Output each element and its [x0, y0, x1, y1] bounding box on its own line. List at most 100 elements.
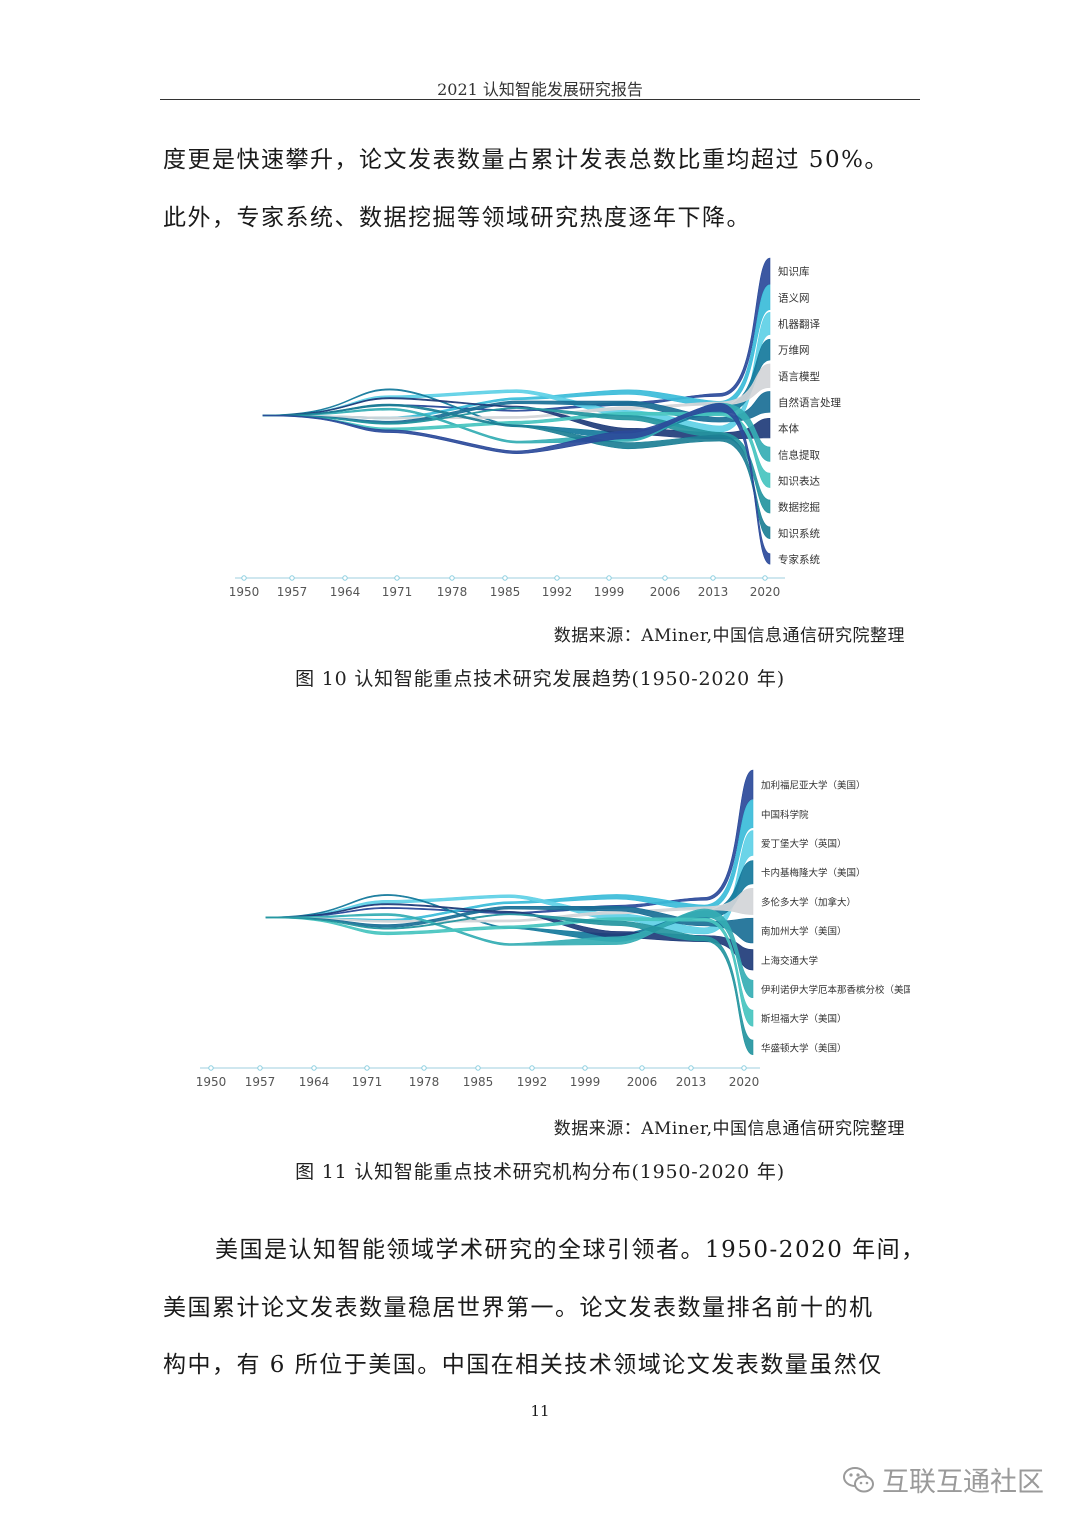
page-number: 11 — [530, 1402, 550, 1420]
x-tick-label: 1971 — [382, 585, 413, 599]
series-label: 语言模型 — [778, 370, 820, 383]
series-label: 多伦多大学（加拿大） — [761, 896, 856, 908]
paragraph-line: 构中，有 6 所位于美国。中国在相关技术领域论文发表数量虽然仅 — [163, 1352, 883, 1378]
series-label: 华盛顿大学（美国） — [761, 1042, 847, 1054]
stream-band — [265, 916, 754, 1027]
wechat-icon — [843, 1466, 874, 1492]
x-tick-label: 1950 — [229, 585, 260, 599]
series-label: 本体 — [778, 422, 799, 435]
x-tick-label: 1992 — [517, 1075, 548, 1089]
x-tick-label: 1985 — [463, 1075, 494, 1089]
watermark-text: 互联互通社区 — [882, 1467, 1044, 1498]
axis-tick-dot — [662, 575, 668, 581]
axis-tick-dot — [449, 575, 455, 581]
axis-tick-dot — [582, 1065, 588, 1071]
x-tick-label: 2006 — [650, 585, 681, 599]
series-label: 万维网 — [778, 344, 810, 357]
stream-band — [262, 403, 771, 565]
stream-group — [265, 769, 754, 1056]
series-label: 知识表达 — [778, 474, 820, 487]
stream-band — [265, 830, 754, 935]
series-label: 知识系统 — [778, 527, 820, 540]
x-tick-label: 2020 — [729, 1075, 760, 1089]
axis-tick-dot — [606, 575, 612, 581]
series-label: 机器翻译 — [778, 317, 820, 330]
axis-tick-dot — [394, 575, 400, 581]
x-tick-label: 1999 — [570, 1075, 601, 1089]
x-tick-label: 1992 — [542, 585, 573, 599]
figure-source: 数据来源：AMiner,中国信息通信研究院整理 — [553, 626, 905, 646]
series-label: 卡内基梅隆大学（美国） — [761, 867, 866, 879]
paragraph-line: 此外，专家系统、数据挖掘等领域研究热度逐年下降。 — [163, 205, 751, 231]
axis-tick-dot — [289, 575, 295, 581]
paragraph-line: 度更是快速攀升，论文发表数量占累计发表总数比重均超过 50%。 — [163, 147, 889, 173]
stream-band — [265, 903, 754, 971]
stream-band — [265, 860, 754, 942]
x-tick-label: 1964 — [299, 1075, 330, 1089]
x-tick-label: 1999 — [594, 585, 625, 599]
series-label: 加利福尼亚大学（美国） — [761, 780, 866, 792]
x-tick-label: 1978 — [437, 585, 468, 599]
stream-band — [262, 411, 771, 488]
axis-tick-dot — [257, 1065, 263, 1071]
stream-band — [262, 397, 771, 440]
series-label: 伊利诺伊大学厄本那香槟分校（美国） — [761, 984, 910, 996]
axis-tick-dot — [311, 1065, 317, 1071]
series-label: 知识库 — [778, 265, 810, 278]
x-tick-label: 2006 — [627, 1075, 658, 1089]
stream-band — [265, 913, 754, 1056]
stream-band — [265, 908, 754, 999]
stream-band — [262, 284, 771, 420]
figure-caption: 图 11 认知智能重点技术研究机构分布(1950-2020 年) — [295, 1161, 785, 1183]
x-tick-label: 1957 — [277, 585, 308, 599]
x-tick-label: 1978 — [409, 1075, 440, 1089]
x-tick-label: 1985 — [490, 585, 521, 599]
series-label: 自然语言处理 — [778, 396, 841, 409]
stream-band — [265, 905, 754, 944]
stream-band — [262, 311, 771, 433]
stream-group — [262, 257, 771, 565]
axis-tick-dot — [741, 1065, 747, 1071]
paragraph-line: 美国是认知智能领域学术研究的全球引领者。1950-2020 年间， — [215, 1237, 926, 1263]
x-tick-label: 1971 — [352, 1075, 383, 1089]
x-tick-label: 1964 — [330, 585, 361, 599]
x-tick-label: 2020 — [750, 585, 781, 599]
axis-tick-dot — [688, 1065, 694, 1071]
series-label: 爱丁堡大学（英国） — [761, 838, 847, 850]
running-header: 2021 认知智能发展研究报告 — [437, 80, 643, 99]
stream-band — [265, 799, 754, 922]
axis-tick-dot — [241, 575, 247, 581]
paragraph-line: 美国累计论文发表数量稳居世界第一。论文发表数量排名前十的机 — [163, 1295, 874, 1321]
axis-tick-dot — [762, 575, 768, 581]
axis-tick-dot — [710, 575, 716, 581]
x-tick-label: 2013 — [698, 585, 729, 599]
series-label: 中国科学院 — [761, 809, 809, 821]
watermark: 互联互通社区 — [842, 1460, 1044, 1499]
axis-tick-dot — [421, 1065, 427, 1071]
stream-band — [262, 407, 771, 514]
institution-distribution-chart: 1950 1957 1964 1971 1978 1985 1992 1999 2006 2013… — [196, 769, 910, 1089]
axis-tick-dot — [364, 1065, 370, 1071]
x-tick-label: 2013 — [676, 1075, 707, 1089]
series-label: 斯坦福大学（美国） — [761, 1013, 847, 1025]
axis-tick-dot — [529, 1065, 535, 1071]
axis-tick-dot — [342, 575, 348, 581]
series-label: 南加州大学（美国） — [761, 926, 847, 938]
series-label: 上海交通大学 — [761, 955, 818, 967]
technology-trend-chart: 1950 1957 1964 1971 1978 1985 1992 1999 2006 2013… — [229, 257, 841, 599]
axis-tick-dot — [475, 1065, 481, 1071]
x-tick-label: 1950 — [196, 1075, 227, 1089]
stream-band — [262, 403, 771, 539]
series-label: 语义网 — [778, 292, 810, 304]
series-label: 专家系统 — [778, 553, 820, 566]
axis-tick-dot — [554, 575, 560, 581]
axis-tick-dot — [208, 1065, 214, 1071]
series-label: 数据挖掘 — [778, 501, 820, 514]
axis-tick-dot — [639, 1065, 645, 1071]
figure-source: 数据来源：AMiner,中国信息通信研究院整理 — [553, 1119, 905, 1139]
figure-caption: 图 10 认知智能重点技术研究发展趋势(1950-2020 年) — [295, 668, 785, 690]
series-label: 信息提取 — [778, 448, 820, 461]
axis-tick-dot — [502, 575, 508, 581]
x-tick-label: 1957 — [245, 1075, 276, 1089]
header-rule — [160, 99, 920, 100]
